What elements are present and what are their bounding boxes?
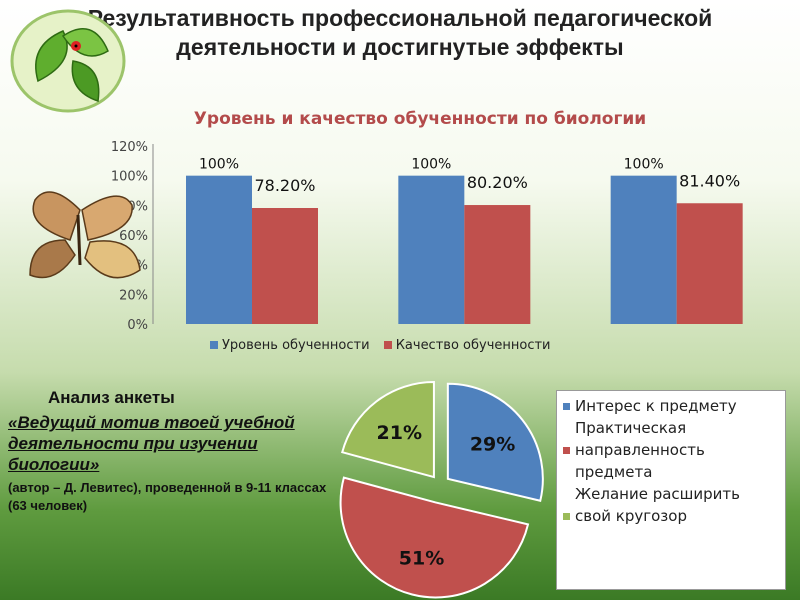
bar-data-label: 100%: [624, 157, 664, 173]
pie-legend-label-practical: Практическая направленность предмета: [575, 419, 705, 481]
legend-swatch-quality: [383, 341, 392, 349]
pie-slice-label-horizon: 21%: [377, 422, 422, 444]
leaf-logo-icon: [10, 9, 126, 113]
pie-legend-label-horizon: Желание расширить свой кругозор: [575, 485, 740, 525]
y-tick-label: 20%: [119, 288, 148, 303]
pie-legend-item-horizon: Желание расширить свой кругозор: [563, 483, 779, 527]
bar-quality-2: [464, 205, 531, 324]
legend-label-quality: Качество обученности: [395, 338, 551, 353]
pie-slice-practical: [339, 476, 530, 599]
pie-legend-swatch-practical: [563, 447, 570, 454]
y-tick-label: 60%: [119, 229, 148, 244]
analysis-motive: «Ведущий мотив твоей учебной деятельност…: [8, 413, 295, 474]
bar-chart-title: Уровень и качество обученности по биолог…: [193, 109, 647, 129]
bar-data-label: 81.40%: [679, 171, 740, 190]
pie-legend-swatch-interest: [563, 403, 570, 410]
bar-data-label: 100%: [199, 157, 239, 173]
pie-slice-interest: [446, 382, 544, 502]
analysis-heading: Анализ анкеты: [48, 388, 175, 407]
legend-swatch-level: [210, 341, 218, 349]
bar-chart-legend: Уровень обученности Качество обученности: [210, 338, 561, 353]
legend-item-quality: Качество обученности: [383, 338, 551, 353]
pie-slice-label-practical: 51%: [399, 548, 444, 570]
y-tick-label: 100%: [111, 170, 148, 185]
pie-chart-legend: Интерес к предмету Практическая направле…: [556, 390, 786, 590]
slide-title-line2: деятельности и достигнутые эффекты: [176, 34, 624, 60]
butterflies-icon: [29, 191, 141, 279]
slide-title-line1: Результативность профессиональной педаго…: [87, 5, 713, 31]
y-tick-label: 120%: [111, 140, 148, 155]
bar-data-label: 100%: [411, 157, 451, 173]
pie-slice-label-interest: 29%: [470, 433, 515, 455]
y-tick-label: 0%: [127, 318, 148, 333]
pie-chart: 29% 51% 21%: [339, 381, 544, 599]
slide-title: Результативность профессиональной педаго…: [0, 4, 800, 62]
pie-legend-label-interest: Интерес к предмету: [575, 397, 737, 415]
pie-legend-item-interest: Интерес к предмету: [563, 395, 779, 417]
bar-quality-1: [252, 208, 318, 324]
legend-label-level: Уровень обученности: [222, 338, 370, 353]
bar-level-1: [186, 175, 252, 324]
survey-analysis: Анализ анкеты «Ведущий мотив твоей учебн…: [8, 388, 328, 515]
bar-data-label: 78.20%: [254, 176, 315, 195]
analysis-source: (автор – Д. Левитес), проведенной в 9-11…: [8, 480, 327, 513]
pie-slice-horizon: [340, 381, 435, 479]
pie-legend-item-practical: Практическая направленность предмета: [563, 417, 779, 483]
pie-legend-swatch-horizon: [563, 513, 570, 520]
bar-level-2: [398, 175, 465, 324]
legend-item-level: Уровень обученности: [210, 338, 370, 353]
bar-quality-3: [676, 203, 743, 324]
bar-level-3: [610, 175, 677, 324]
bar-data-label: 80.20%: [467, 173, 528, 192]
